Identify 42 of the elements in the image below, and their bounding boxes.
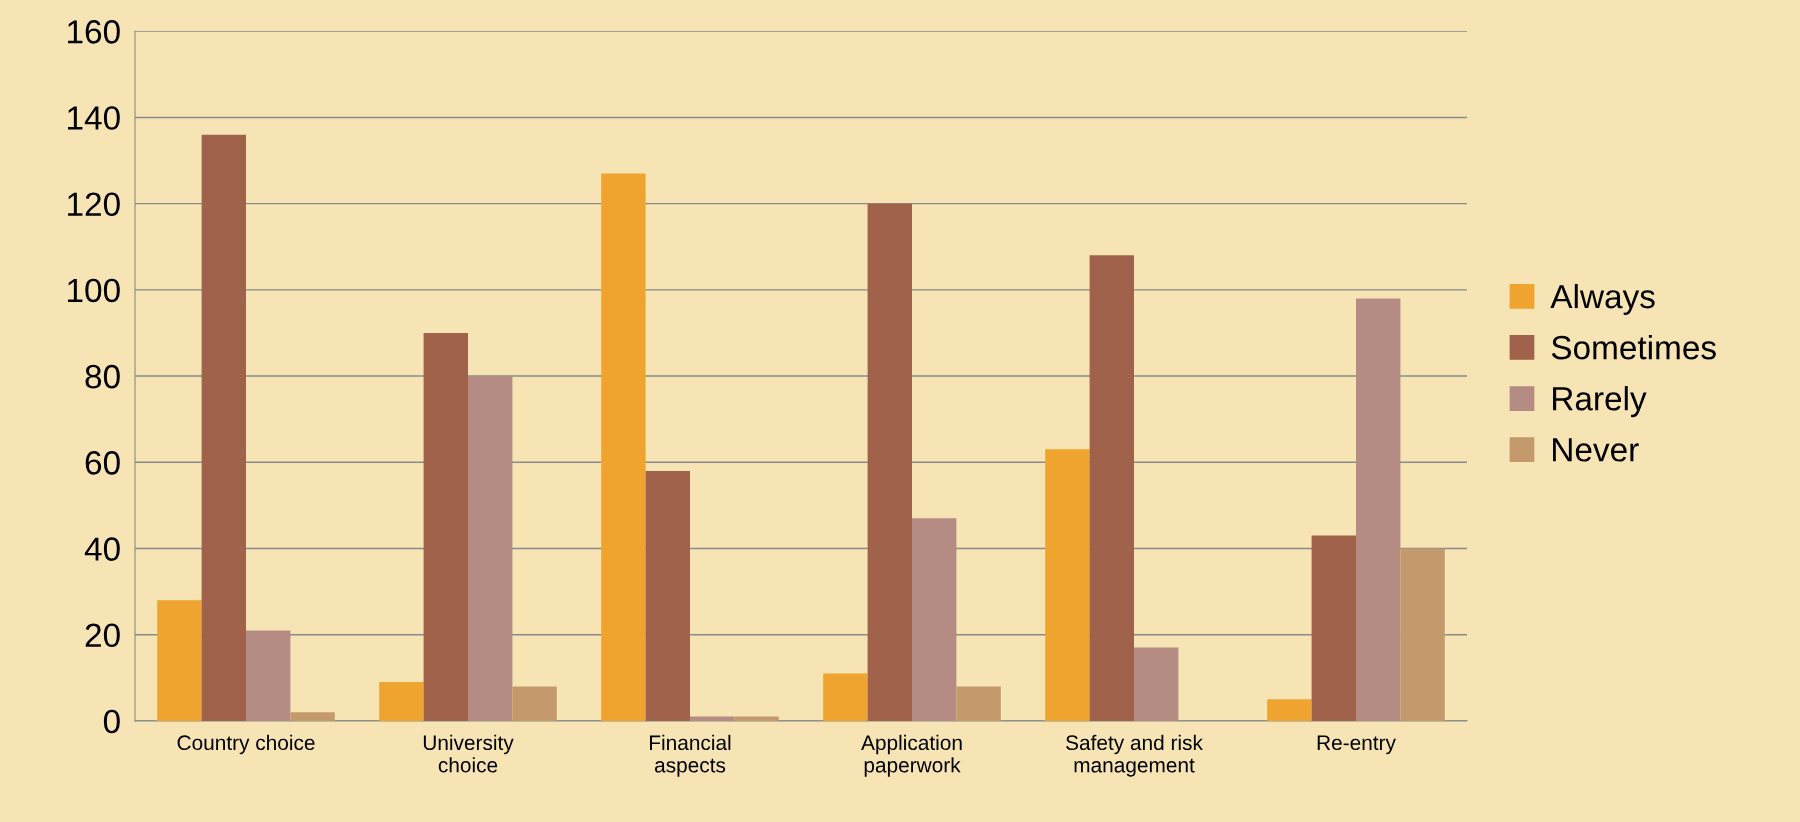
- x-tick-label: Financial aspects: [650, 734, 731, 777]
- bar: [956, 686, 1001, 721]
- bar: [1089, 255, 1134, 721]
- bar: [867, 203, 912, 721]
- legend-label: Rarely: [1553, 386, 1647, 418]
- bar: [1400, 548, 1445, 721]
- y-tick-label: 20: [85, 623, 120, 648]
- bar: [1356, 298, 1401, 721]
- y-tick-label: 120: [68, 192, 120, 217]
- x-tick-label: Country choice: [177, 734, 315, 755]
- bar: [468, 376, 513, 721]
- bar: [512, 686, 557, 721]
- bar: [1045, 449, 1090, 721]
- bar: [734, 716, 779, 721]
- bar: [246, 630, 291, 721]
- y-tick-label: 80: [85, 364, 120, 389]
- bar: [823, 673, 868, 721]
- y-tick-label: 160: [68, 20, 120, 44]
- y-tick-label: 140: [68, 106, 120, 130]
- bar: [201, 134, 246, 721]
- y-tick-label: 40: [84, 537, 120, 561]
- bar: [912, 518, 957, 721]
- x-tick-label: University choice: [423, 734, 514, 773]
- y-tick-label: 0: [103, 709, 120, 734]
- bar: [601, 173, 646, 721]
- bar: [645, 470, 690, 721]
- x-tick-label: Re-entry: [1317, 735, 1396, 755]
- bar: [290, 712, 335, 721]
- y-tick-label: 100: [68, 278, 120, 303]
- bar: [1134, 647, 1179, 721]
- bar: [379, 682, 424, 721]
- legend-label: Never: [1553, 438, 1639, 462]
- bar: [157, 600, 202, 721]
- bar: [1267, 699, 1312, 721]
- x-tick-label: Safety and risk management: [1066, 734, 1203, 777]
- bar: [690, 716, 735, 721]
- legend-label: Always: [1550, 283, 1655, 315]
- bar: [1311, 535, 1356, 721]
- x-tick-label: Application paperwork: [861, 734, 962, 777]
- legend-label: Sometimes: [1551, 334, 1716, 360]
- bar: [423, 332, 468, 721]
- y-tick-label: 60: [85, 451, 120, 475]
